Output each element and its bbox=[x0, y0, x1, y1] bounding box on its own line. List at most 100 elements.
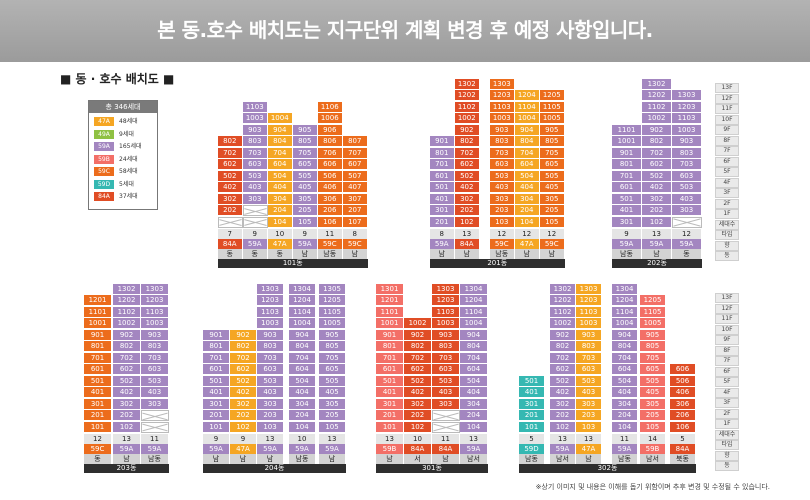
unit-count: 9 bbox=[612, 229, 642, 239]
unit-cell: 403 bbox=[672, 193, 702, 205]
unit-cell: 203 bbox=[490, 205, 515, 216]
unit-cell: 703 bbox=[257, 352, 284, 364]
floor-label: 6F bbox=[715, 366, 739, 377]
unit-direction: 남 bbox=[319, 454, 346, 464]
unit-cell: 201 bbox=[430, 216, 455, 228]
unit-cell: 1104 bbox=[289, 306, 316, 318]
unit-cell: 305 bbox=[540, 193, 565, 205]
unit-count: 12 bbox=[84, 434, 112, 444]
unit-cell: 403 bbox=[576, 387, 602, 398]
unit-cell: 1002 bbox=[113, 318, 141, 329]
floor-label: 11F bbox=[715, 314, 739, 324]
unit-cell: 102 bbox=[642, 216, 672, 228]
unit-cell: 903 bbox=[672, 136, 702, 147]
legend-swatch: 84A bbox=[94, 192, 114, 201]
unit-cell: 501 bbox=[612, 193, 642, 205]
unit-count: 9 bbox=[293, 229, 318, 239]
unit-cell: 205 bbox=[293, 205, 318, 216]
unit-cell: 206 bbox=[670, 410, 696, 421]
floor-label: 5F bbox=[715, 167, 739, 177]
unit-cell: 804 bbox=[268, 136, 293, 147]
unit-type: 59A bbox=[243, 239, 268, 249]
unit-cell: 202 bbox=[218, 205, 243, 216]
unit-count: 13 bbox=[319, 434, 346, 444]
legend-box: 총 346세대 47A 48세대 49A 9세대 59A 165세대 59B 24세대 59C 5… bbox=[88, 100, 158, 210]
unit-cell: 202 bbox=[230, 410, 257, 421]
unit-type: 84A bbox=[218, 239, 243, 249]
unit-cell: 701 bbox=[376, 352, 404, 364]
unit-count: 10 bbox=[289, 434, 316, 444]
floor-label: 세대수 bbox=[715, 219, 739, 230]
empty-unit bbox=[243, 205, 268, 216]
unit-direction: 남 bbox=[432, 454, 460, 464]
unit-type: 59B bbox=[376, 444, 404, 454]
unit-cell: 1203 bbox=[672, 101, 702, 113]
unit-direction: 남동 bbox=[141, 454, 169, 464]
unit-cell: 606 bbox=[670, 364, 696, 375]
unit-direction: 동 bbox=[84, 454, 112, 464]
unit-direction: 남 bbox=[113, 454, 141, 464]
unit-cell: 202 bbox=[404, 410, 432, 421]
unit-cell: 302 bbox=[550, 398, 576, 410]
unit-cell: 1202 bbox=[113, 295, 141, 306]
unit-cell: 801 bbox=[612, 159, 642, 170]
unit-cell: 506 bbox=[318, 170, 343, 182]
unit-cell: 304 bbox=[268, 193, 293, 205]
building-name: 301동 bbox=[376, 464, 488, 473]
unit-cell: 1204 bbox=[612, 295, 638, 306]
unit-cell: 401 bbox=[84, 387, 112, 398]
unit-direction: 남동 bbox=[318, 249, 343, 259]
unit-cell: 204 bbox=[515, 205, 540, 216]
unit-type: 59A bbox=[612, 239, 642, 249]
unit-cell: 402 bbox=[642, 182, 672, 193]
unit-cell: 303 bbox=[257, 398, 284, 410]
unit-cell: 201 bbox=[84, 410, 112, 421]
unit-cell: 704 bbox=[612, 352, 638, 364]
unit-cell: 603 bbox=[141, 364, 169, 375]
unit-cell: 206 bbox=[318, 205, 343, 216]
unit-cell: 1001 bbox=[612, 136, 642, 147]
unit-count: 11 bbox=[432, 434, 460, 444]
unit-cell: 503 bbox=[243, 170, 268, 182]
unit-cell: 602 bbox=[218, 159, 243, 170]
unit-cell: 301 bbox=[430, 205, 455, 216]
unit-cell: 104 bbox=[268, 216, 293, 228]
floor-label: 12F bbox=[715, 303, 739, 314]
unit-cell: 603 bbox=[243, 159, 268, 170]
unit-cell: 202 bbox=[642, 205, 672, 216]
unit-cell: 401 bbox=[519, 387, 545, 398]
unit-cell: 803 bbox=[490, 136, 515, 147]
unit-cell: 501 bbox=[84, 375, 112, 387]
unit-cell: 504 bbox=[289, 375, 316, 387]
floor-label: 9F bbox=[715, 335, 739, 345]
unit-type: 84A bbox=[404, 444, 432, 454]
unit-cell: 1304 bbox=[289, 283, 316, 295]
unit-cell: 201 bbox=[203, 410, 230, 421]
unit-cell: 507 bbox=[343, 170, 368, 182]
unit-type: 59D bbox=[519, 444, 545, 454]
unit-count: 9 bbox=[243, 229, 268, 239]
unit-cell: 1005 bbox=[640, 318, 666, 329]
unit-direction: 남서 bbox=[550, 454, 576, 464]
unit-direction: 남 bbox=[642, 249, 672, 259]
unit-cell: 504 bbox=[268, 170, 293, 182]
unit-cell: 202 bbox=[455, 205, 480, 216]
unit-direction: 남동 bbox=[519, 454, 545, 464]
empty-unit bbox=[432, 410, 460, 421]
unit-cell: 707 bbox=[343, 147, 368, 159]
unit-cell: 1005 bbox=[540, 113, 565, 124]
unit-cell: 906 bbox=[318, 124, 343, 136]
unit-count: 12 bbox=[540, 229, 565, 239]
unit-cell: 101 bbox=[203, 421, 230, 433]
unit-cell: 801 bbox=[203, 341, 230, 352]
unit-cell: 107 bbox=[343, 216, 368, 228]
unit-type: 59C bbox=[84, 444, 112, 454]
unit-cell: 202 bbox=[113, 410, 141, 421]
floor-label: 8F bbox=[715, 345, 739, 356]
floor-label: 11F bbox=[715, 104, 739, 114]
unit-cell: 901 bbox=[84, 329, 112, 341]
unit-cell: 405 bbox=[293, 182, 318, 193]
unit-cell: 1104 bbox=[515, 101, 540, 113]
unit-cell: 601 bbox=[430, 170, 455, 182]
unit-cell: 1002 bbox=[455, 113, 480, 124]
